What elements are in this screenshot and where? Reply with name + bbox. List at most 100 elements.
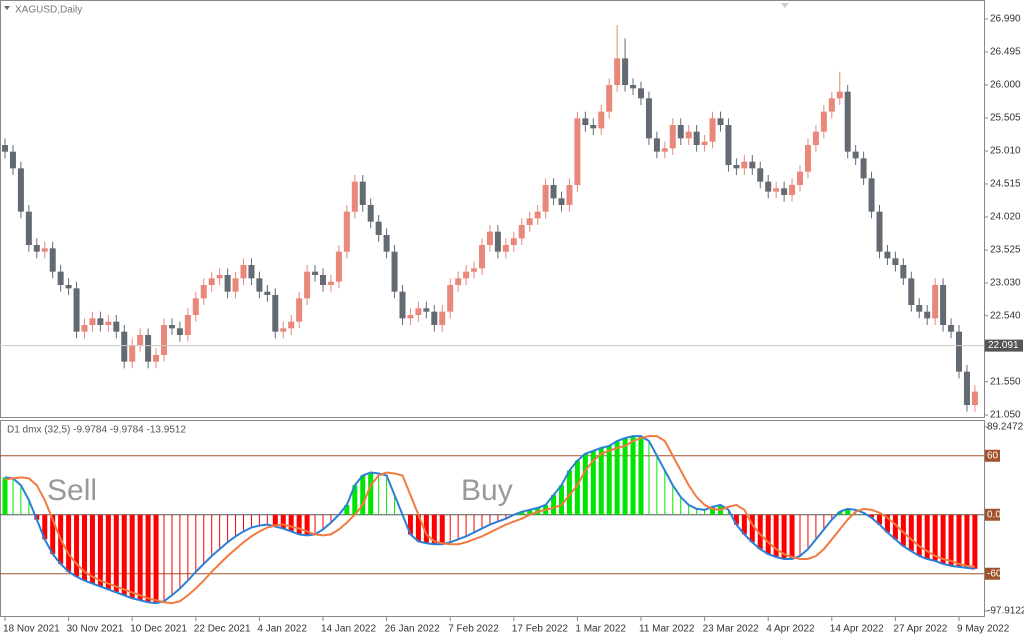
histogram-bar — [66, 514, 72, 572]
histogram-bar — [622, 438, 628, 515]
candle-body — [33, 245, 40, 252]
candle-body — [566, 185, 573, 205]
histogram-bar — [431, 514, 437, 545]
candle-body — [176, 328, 183, 335]
y-tick-label: 0.00 — [987, 509, 1007, 520]
candle-body — [844, 91, 851, 152]
histogram-bar — [179, 514, 181, 589]
histogram-bar — [449, 514, 451, 543]
candle-body — [351, 181, 358, 212]
candle-body — [876, 211, 883, 252]
candle-body — [836, 91, 843, 99]
candle-body — [65, 285, 72, 289]
candle-body — [590, 125, 597, 129]
histogram-bar — [781, 514, 787, 559]
histogram-bar — [12, 478, 14, 515]
histogram-bar — [956, 514, 962, 567]
candle-body — [900, 265, 907, 279]
candle-body — [447, 285, 454, 312]
histogram-bar — [50, 514, 56, 555]
candle-body — [479, 245, 485, 269]
candle-body — [518, 225, 525, 239]
candle-body — [669, 125, 676, 149]
candle-body — [304, 271, 311, 299]
candle-body — [232, 278, 239, 292]
histogram-bar — [42, 514, 48, 540]
candle-body — [789, 185, 796, 195]
candle-body — [168, 325, 175, 329]
candle-body — [932, 285, 939, 319]
y-tick-label: 22.540 — [990, 310, 1021, 321]
x-tick-label: 9 May 2022 — [957, 624, 1010, 635]
x-tick-label: 23 Mar 2022 — [703, 624, 760, 635]
candle-body — [113, 321, 120, 332]
histogram-bar — [211, 514, 213, 557]
histogram-bar — [296, 514, 302, 535]
candle-body — [137, 335, 144, 345]
histogram-bar — [219, 514, 221, 550]
histogram-bar — [823, 514, 825, 530]
histogram-bar — [964, 514, 970, 568]
candle-body — [638, 88, 644, 99]
candle-body — [868, 178, 875, 212]
candle-body — [216, 275, 223, 279]
candle-body — [2, 145, 8, 152]
candle-body — [121, 331, 128, 362]
candle-body — [622, 58, 629, 85]
histogram-bar — [551, 495, 557, 515]
candle-body — [41, 248, 48, 252]
histogram-bar — [807, 514, 809, 550]
histogram-bar — [378, 473, 380, 515]
candle-body — [860, 158, 867, 179]
candle-body — [256, 278, 263, 292]
histogram-bar — [704, 509, 706, 515]
candle-body — [717, 118, 724, 125]
candle-body — [574, 118, 581, 185]
histogram-bar — [258, 514, 260, 526]
histogram-bar — [187, 514, 189, 581]
histogram-bar — [235, 514, 237, 537]
shift-marker — [781, 3, 789, 8]
candle-body — [606, 85, 613, 112]
candle-body — [153, 355, 160, 362]
candle-body — [892, 258, 899, 265]
histogram-bar — [749, 514, 755, 543]
x-tick-label: 27 Apr 2022 — [893, 624, 947, 635]
y-tick-label: 60 — [987, 450, 999, 461]
candle-body — [81, 325, 88, 332]
histogram-bar — [656, 455, 658, 515]
candle-body — [248, 265, 255, 279]
candle-body — [924, 311, 931, 319]
y-tick-label: 24.515 — [990, 179, 1021, 190]
histogram-bar — [28, 499, 30, 515]
candle-body — [343, 211, 350, 252]
x-tick-label: 10 Dec 2021 — [130, 624, 187, 635]
histogram-bar — [916, 514, 922, 557]
histogram-bar — [280, 514, 286, 529]
candle-body — [399, 291, 406, 319]
level-label-box — [985, 567, 1000, 580]
candle-body — [73, 288, 80, 332]
x-tick-label: 17 Feb 2022 — [512, 624, 569, 635]
histogram-bar — [145, 514, 151, 603]
histogram-bar — [773, 514, 779, 558]
histogram-bar — [884, 514, 890, 533]
candle-body — [542, 185, 549, 212]
histogram-bar — [195, 514, 197, 572]
histogram-bar — [672, 485, 674, 515]
candle-body — [749, 161, 756, 169]
histogram-bar — [465, 514, 467, 537]
histogram-bar — [497, 514, 499, 522]
indicator-label: D1 dmx (32,5) -9.9784 -9.9784 -13.9512 — [7, 425, 186, 436]
histogram-bar — [519, 511, 525, 515]
histogram-bar — [789, 514, 795, 559]
candle-body — [534, 211, 541, 219]
candle-body — [733, 165, 740, 169]
candle-body — [963, 371, 970, 405]
histogram-bar — [648, 441, 650, 515]
histogram-bar — [137, 514, 143, 601]
candle-body — [701, 141, 708, 145]
candle-body — [335, 251, 342, 282]
candle-body — [57, 271, 64, 285]
candle-body — [25, 211, 32, 245]
